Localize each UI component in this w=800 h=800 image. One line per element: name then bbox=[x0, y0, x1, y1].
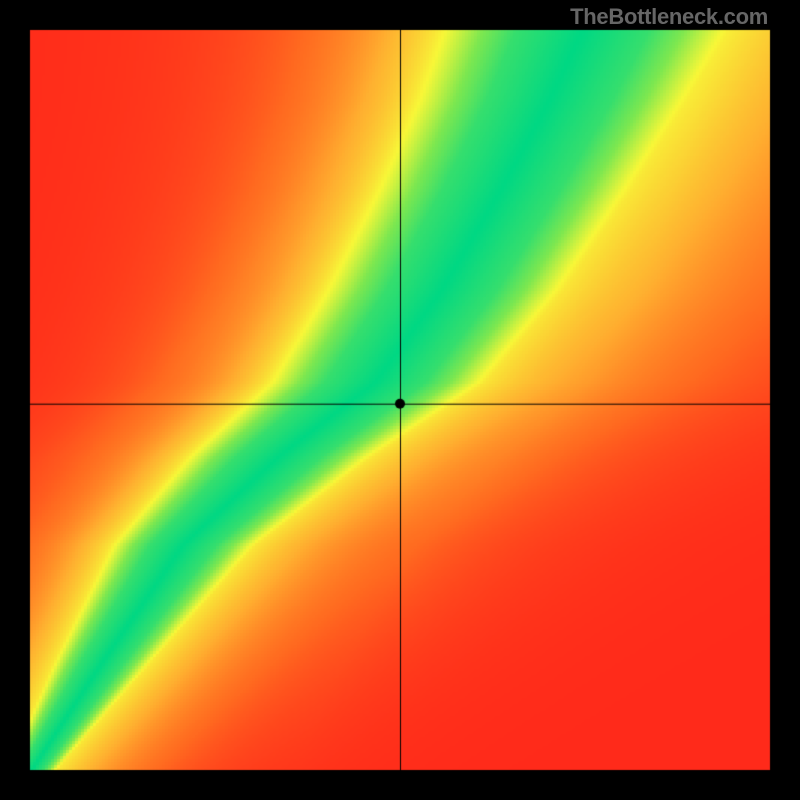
chart-container: TheBottleneck.com bbox=[0, 0, 800, 800]
watermark-text: TheBottleneck.com bbox=[570, 4, 768, 30]
bottleneck-heatmap bbox=[0, 0, 800, 800]
